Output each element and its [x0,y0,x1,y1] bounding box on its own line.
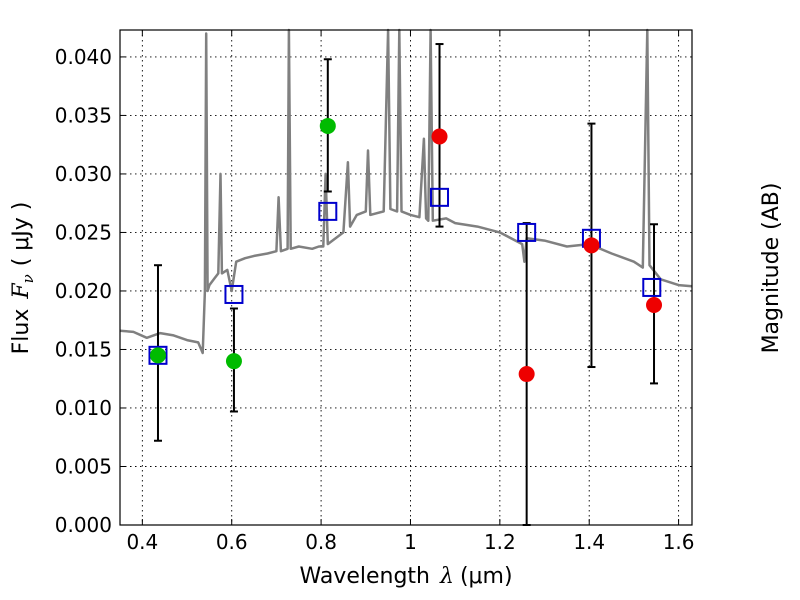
x-axis-label-unit: (μm) [460,564,513,589]
observed-point-green [225,353,242,370]
model-point [318,201,338,221]
spectrum-series [119,28,693,355]
x-tick-label: 0.8 [305,530,337,554]
observed-points [149,117,663,383]
x-axis-ticks: 0.4 0.6 0.8 1 1.2 1.4 1.6 [126,30,695,554]
y-axis-ticks: 0.000 0.005 0.010 0.015 0.020 0.025 0.030 0.035… [55,45,126,537]
grid-lines [120,30,692,525]
y-tick-label: 0.035 [55,103,112,127]
x-tick-label: 1.4 [573,530,605,554]
model-point [224,284,244,304]
model-point [430,187,450,207]
y-tick-label: 0.010 [55,396,112,420]
y-axis-label: Flux Fν ( μJy ) [9,202,37,355]
x-tick-label: 0.6 [216,530,248,554]
spectrum-line [119,28,693,355]
y-tick-label: 0.025 [55,220,112,244]
observed-point-red [646,297,663,313]
observed-point-red [518,366,535,383]
y-tick-label: 0.005 [55,454,112,478]
y-tick-label: 0.015 [55,337,112,361]
observed-point-red [431,128,448,145]
y-tick-label: 0.030 [55,162,112,186]
y-tick-label: 0.000 [55,513,112,537]
x-tick-label: 1.6 [663,530,695,554]
model-points [148,187,662,365]
y-axis-label-subscript: ν [19,274,37,283]
x-axis-label-symbol: λ [439,564,454,589]
x-tick-label: 1.2 [484,530,516,554]
plot-frame [119,29,693,526]
magnitude-axis-label: Magnitude (AB) [759,183,784,354]
x-axis-label-prefix: Wavelength [299,564,430,589]
y-axis-label-prefix: Flux [9,309,34,355]
y-axis-label-symbol: F [9,283,34,300]
model-point [148,345,168,365]
observed-point-green [319,117,336,134]
model-point [517,222,537,242]
observed-point-red [583,237,600,254]
model-point [642,277,662,297]
x-tick-label: 0.4 [126,530,158,554]
x-tick-label: 1 [404,530,417,554]
observed-point-green [149,347,166,364]
y-axis-label-unit: ( μJy ) [9,202,34,267]
y-tick-label: 0.020 [55,279,112,303]
x-axis-label: Wavelength λ (μm) [299,564,512,589]
y-tick-label: 0.040 [55,45,112,69]
